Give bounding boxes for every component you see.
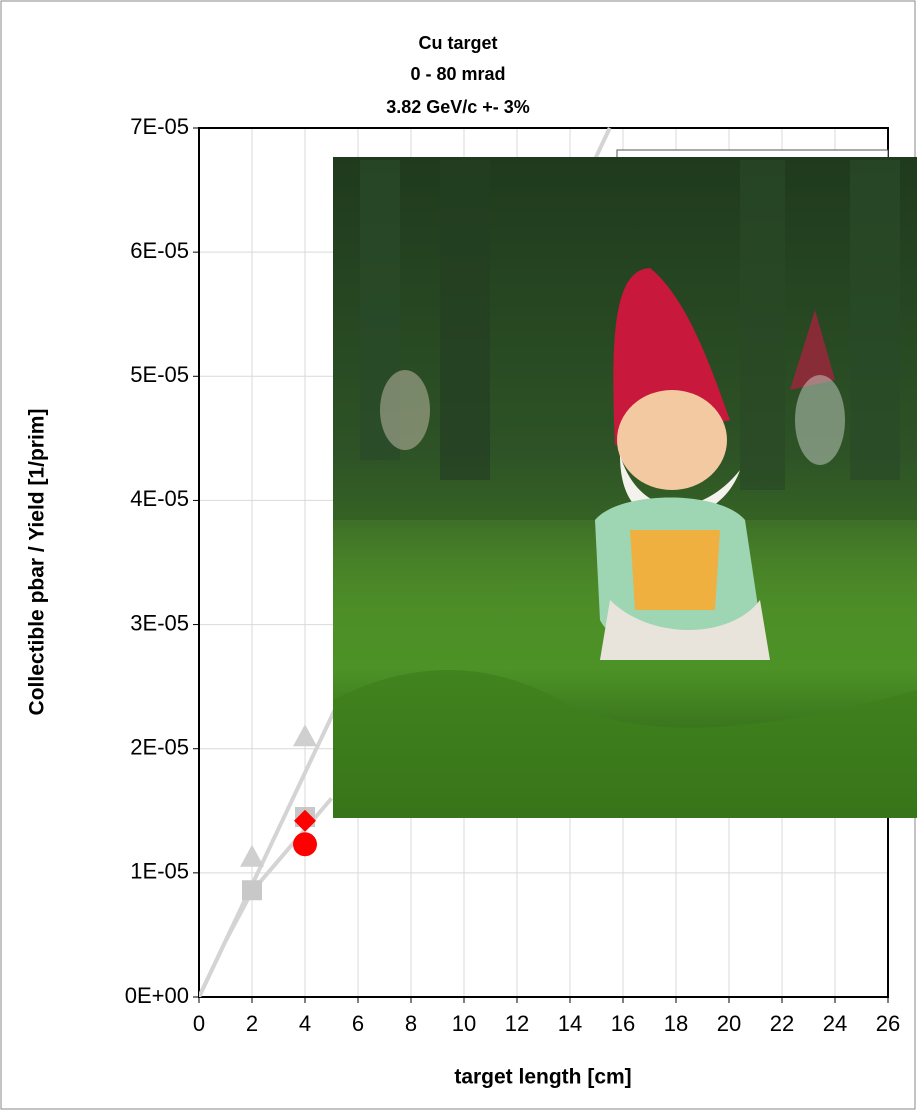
x-tick-label: 18 <box>664 1011 688 1036</box>
x-tick-label: 10 <box>452 1011 476 1036</box>
marker <box>293 724 317 747</box>
x-tick-label: 8 <box>405 1011 417 1036</box>
y-tick-label: 3E-05 <box>130 610 189 635</box>
photo <box>333 157 917 818</box>
y-tick-label: 6E-05 <box>130 238 189 263</box>
x-tick-label: 12 <box>505 1011 529 1036</box>
x-tick-label: 14 <box>558 1011 582 1036</box>
y-tick-label: 0E+00 <box>125 983 189 1008</box>
y-tick-label: 4E-05 <box>130 486 189 511</box>
y-tick-label: 2E-05 <box>130 735 189 760</box>
x-tick-label: 4 <box>299 1011 311 1036</box>
chart-subtitle: 0 - 80 mrad <box>410 64 505 84</box>
marker <box>294 809 316 832</box>
y-tick-label: 1E-05 <box>130 859 189 884</box>
x-tick-label: 2 <box>246 1011 258 1036</box>
x-tick-label: 6 <box>352 1011 364 1036</box>
x-tick-label: 22 <box>770 1011 794 1036</box>
chart-subtitle: 3.82 GeV/c +- 3% <box>386 97 530 117</box>
x-tick-label: 26 <box>876 1011 900 1036</box>
y-tick-label: 5E-05 <box>130 362 189 387</box>
x-tick-label: 16 <box>611 1011 635 1036</box>
x-tick-label: 20 <box>717 1011 741 1036</box>
chart-title: Cu target <box>418 33 497 53</box>
marker <box>293 832 317 857</box>
x-tick-label: 0 <box>193 1011 205 1036</box>
marker <box>240 844 264 867</box>
y-axis-title: Collectible pbar / Yield [1/prim] <box>26 409 49 716</box>
marker <box>242 880 262 901</box>
y-tick-label: 7E-05 <box>130 114 189 139</box>
x-tick-label: 24 <box>823 1011 847 1036</box>
x-axis-title: target length [cm] <box>454 1066 631 1089</box>
